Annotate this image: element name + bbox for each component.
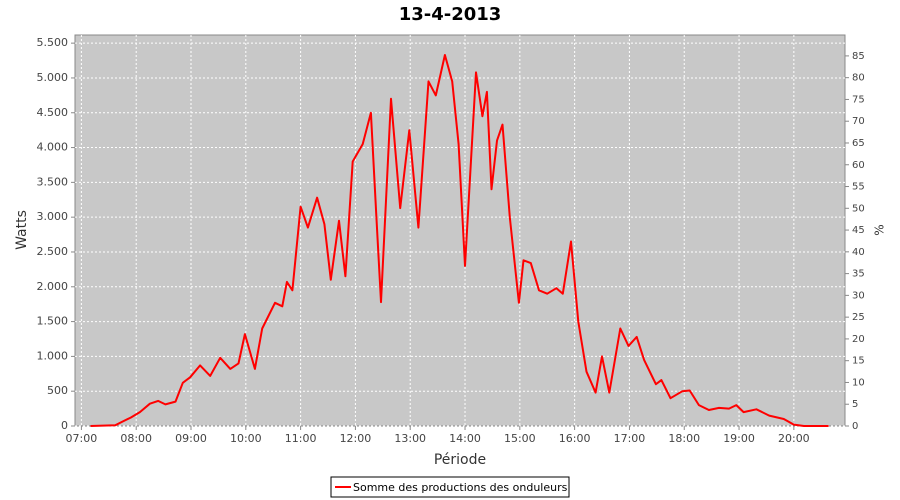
y2-tick-label: 30: [852, 290, 865, 301]
x-tick-label: 19:00: [723, 432, 755, 445]
line-series: [90, 54, 829, 427]
x-tick-label: 20:00: [778, 432, 810, 445]
y-tick-label: 1.500: [37, 315, 69, 328]
y-tick-label: 2.500: [37, 245, 69, 258]
y2-tick-label: 55: [852, 182, 865, 193]
x-tick-label: 08:00: [120, 432, 152, 445]
legend: [330, 476, 570, 498]
y2-axis-label: %: [873, 224, 887, 235]
y2-tick-label: 80: [852, 73, 865, 84]
x-tick-label: 09:00: [175, 432, 207, 445]
y-tick-label: 500: [47, 384, 68, 397]
x-tick-label: 11:00: [285, 432, 317, 445]
y2-tick-label: 85: [852, 51, 865, 62]
x-tick-label: 17:00: [614, 432, 646, 445]
x-tick-label: 07:00: [66, 432, 98, 445]
y-tick-label: 1.000: [37, 349, 69, 362]
y-axis-label: Watts: [14, 210, 30, 250]
x-tick-label: 12:00: [340, 432, 372, 445]
x-tick-label: 14:00: [449, 432, 481, 445]
chart-title: 13-4-2013: [399, 4, 502, 25]
x-tick-label: 16:00: [559, 432, 591, 445]
y-tick-label: 5.500: [37, 36, 69, 49]
y2-tick-label: 40: [852, 247, 865, 258]
y2-tick-label: 60: [852, 160, 865, 171]
plot-area: [74, 34, 846, 427]
y2-tick-label: 75: [852, 94, 865, 105]
y-tick-label: 3.500: [37, 175, 69, 188]
legend-label: Somme des productions des onduleurs: [353, 481, 568, 494]
x-tick-label: 13:00: [394, 432, 426, 445]
x-axis-label: Période: [434, 452, 486, 468]
y2-tick-label: 0: [852, 421, 858, 432]
y-tick-label: 0: [61, 419, 68, 432]
x-tick-label: 15:00: [504, 432, 536, 445]
y2-tick-label: 25: [852, 312, 865, 323]
y-tick-label: 3.000: [37, 210, 69, 223]
x-tick-label: 18:00: [668, 432, 700, 445]
y2-tick-label: 45: [852, 225, 865, 236]
y2-tick-label: 70: [852, 116, 865, 127]
y-tick-label: 4.500: [37, 106, 69, 119]
y-tick-label: 4.000: [37, 141, 69, 154]
x-tick-label: 10:00: [230, 432, 262, 445]
y2-tick-label: 15: [852, 356, 865, 367]
y2-tick-label: 65: [852, 138, 865, 149]
y2-tick-label: 20: [852, 334, 865, 345]
y-tick-label: 5.000: [37, 71, 69, 84]
y2-tick-label: 5: [852, 399, 858, 410]
y2-tick-label: 50: [852, 203, 865, 214]
y2-tick-label: 10: [852, 377, 865, 388]
y2-tick-label: 35: [852, 269, 865, 280]
y-tick-label: 2.000: [37, 280, 69, 293]
